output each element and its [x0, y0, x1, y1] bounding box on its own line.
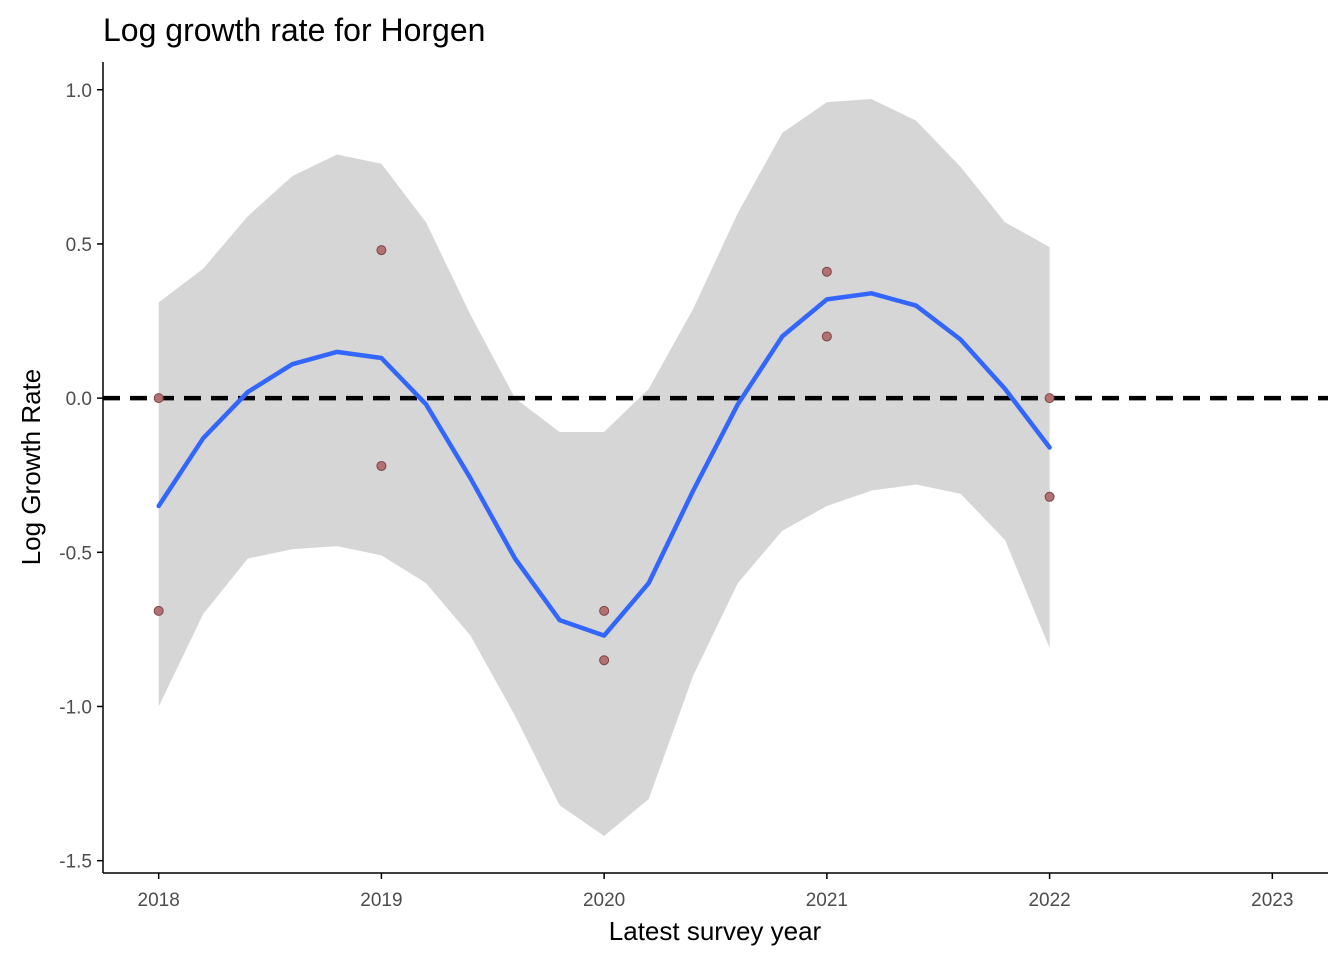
data-points — [153, 245, 1055, 666]
x-tick-label: 2018 — [138, 890, 180, 911]
x-axis-title: Latest survey year — [609, 916, 822, 946]
data-point — [376, 245, 387, 256]
data-point — [153, 393, 164, 404]
x-tick-label: 2021 — [806, 890, 848, 911]
x-axis-ticks: 2018 2019 2020 2021 2022 2023 — [138, 873, 1293, 911]
x-tick-label: 2020 — [583, 890, 625, 911]
x-tick-label: 2019 — [360, 890, 402, 911]
data-point — [1044, 491, 1055, 502]
confidence-band — [158, 99, 1050, 836]
plot-area — [103, 99, 1328, 836]
y-tick-label: 1.0 — [66, 81, 92, 102]
x-tick-label: 2022 — [1028, 890, 1070, 911]
data-point — [821, 266, 832, 277]
data-point — [599, 605, 610, 616]
data-point — [1044, 393, 1055, 404]
y-tick-label: 0.5 — [66, 235, 92, 256]
x-tick-label: 2023 — [1251, 890, 1293, 911]
data-point — [153, 605, 164, 616]
data-point — [376, 460, 387, 471]
y-tick-label: -1.0 — [59, 697, 92, 718]
y-tick-label: -1.5 — [59, 852, 92, 873]
data-point — [599, 655, 610, 666]
y-axis-ticks: -1.5 -1.0 -0.5 0.0 0.5 1.0 — [59, 81, 103, 873]
chart-title: Log growth rate for Horgen — [103, 12, 485, 48]
y-axis-title: Log Growth Rate — [16, 369, 46, 566]
y-tick-label: -0.5 — [59, 543, 92, 564]
data-point — [821, 331, 832, 342]
smooth-fit-line — [156, 291, 1052, 638]
y-tick-label: 0.0 — [66, 389, 92, 410]
